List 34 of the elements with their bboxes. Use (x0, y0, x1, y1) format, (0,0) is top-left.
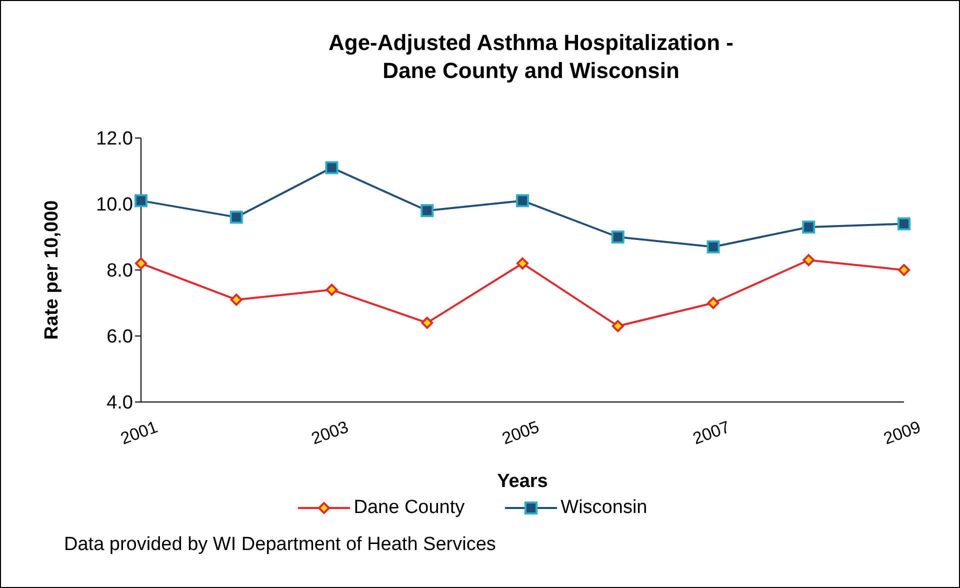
y-tick-label: 10.0 (96, 194, 133, 216)
x-tick-label: 2007 (690, 417, 732, 448)
y-tick-label: 8.0 (106, 260, 133, 282)
point (134, 194, 148, 208)
chart-title: Age-Adjusted Asthma Hospitalization - Dane County and Wisconsin (328, 29, 734, 85)
point (230, 210, 243, 224)
point (135, 257, 147, 270)
point (420, 204, 434, 218)
x-axis-title: Years (497, 471, 548, 492)
text: Data provided by WI Department of Heath Services (64, 534, 496, 556)
x-tick-label: 2005 (500, 417, 542, 448)
point (802, 254, 815, 266)
y-axis-title: Rate per 10,000 (42, 200, 63, 340)
point (326, 284, 338, 296)
point (898, 264, 910, 276)
y-tick-label: 6.0 (106, 326, 133, 348)
point (325, 161, 338, 174)
point (707, 297, 720, 309)
point (802, 220, 816, 234)
x-tick-label: 2001 (118, 417, 160, 448)
x-tick-label: 2009 (881, 417, 924, 448)
y-tick-label: 4.0 (106, 392, 133, 414)
point (706, 240, 720, 254)
y-tick-label: 12.0 (96, 128, 133, 150)
x-tick-label: 2003 (308, 417, 351, 448)
point (612, 320, 624, 332)
point (516, 194, 529, 208)
point (421, 316, 434, 329)
point (516, 257, 528, 270)
legend-label: Wisconsin (560, 497, 648, 519)
point (611, 230, 624, 244)
point (230, 294, 242, 306)
point (898, 217, 910, 230)
legend-label: Dane County (354, 497, 465, 519)
